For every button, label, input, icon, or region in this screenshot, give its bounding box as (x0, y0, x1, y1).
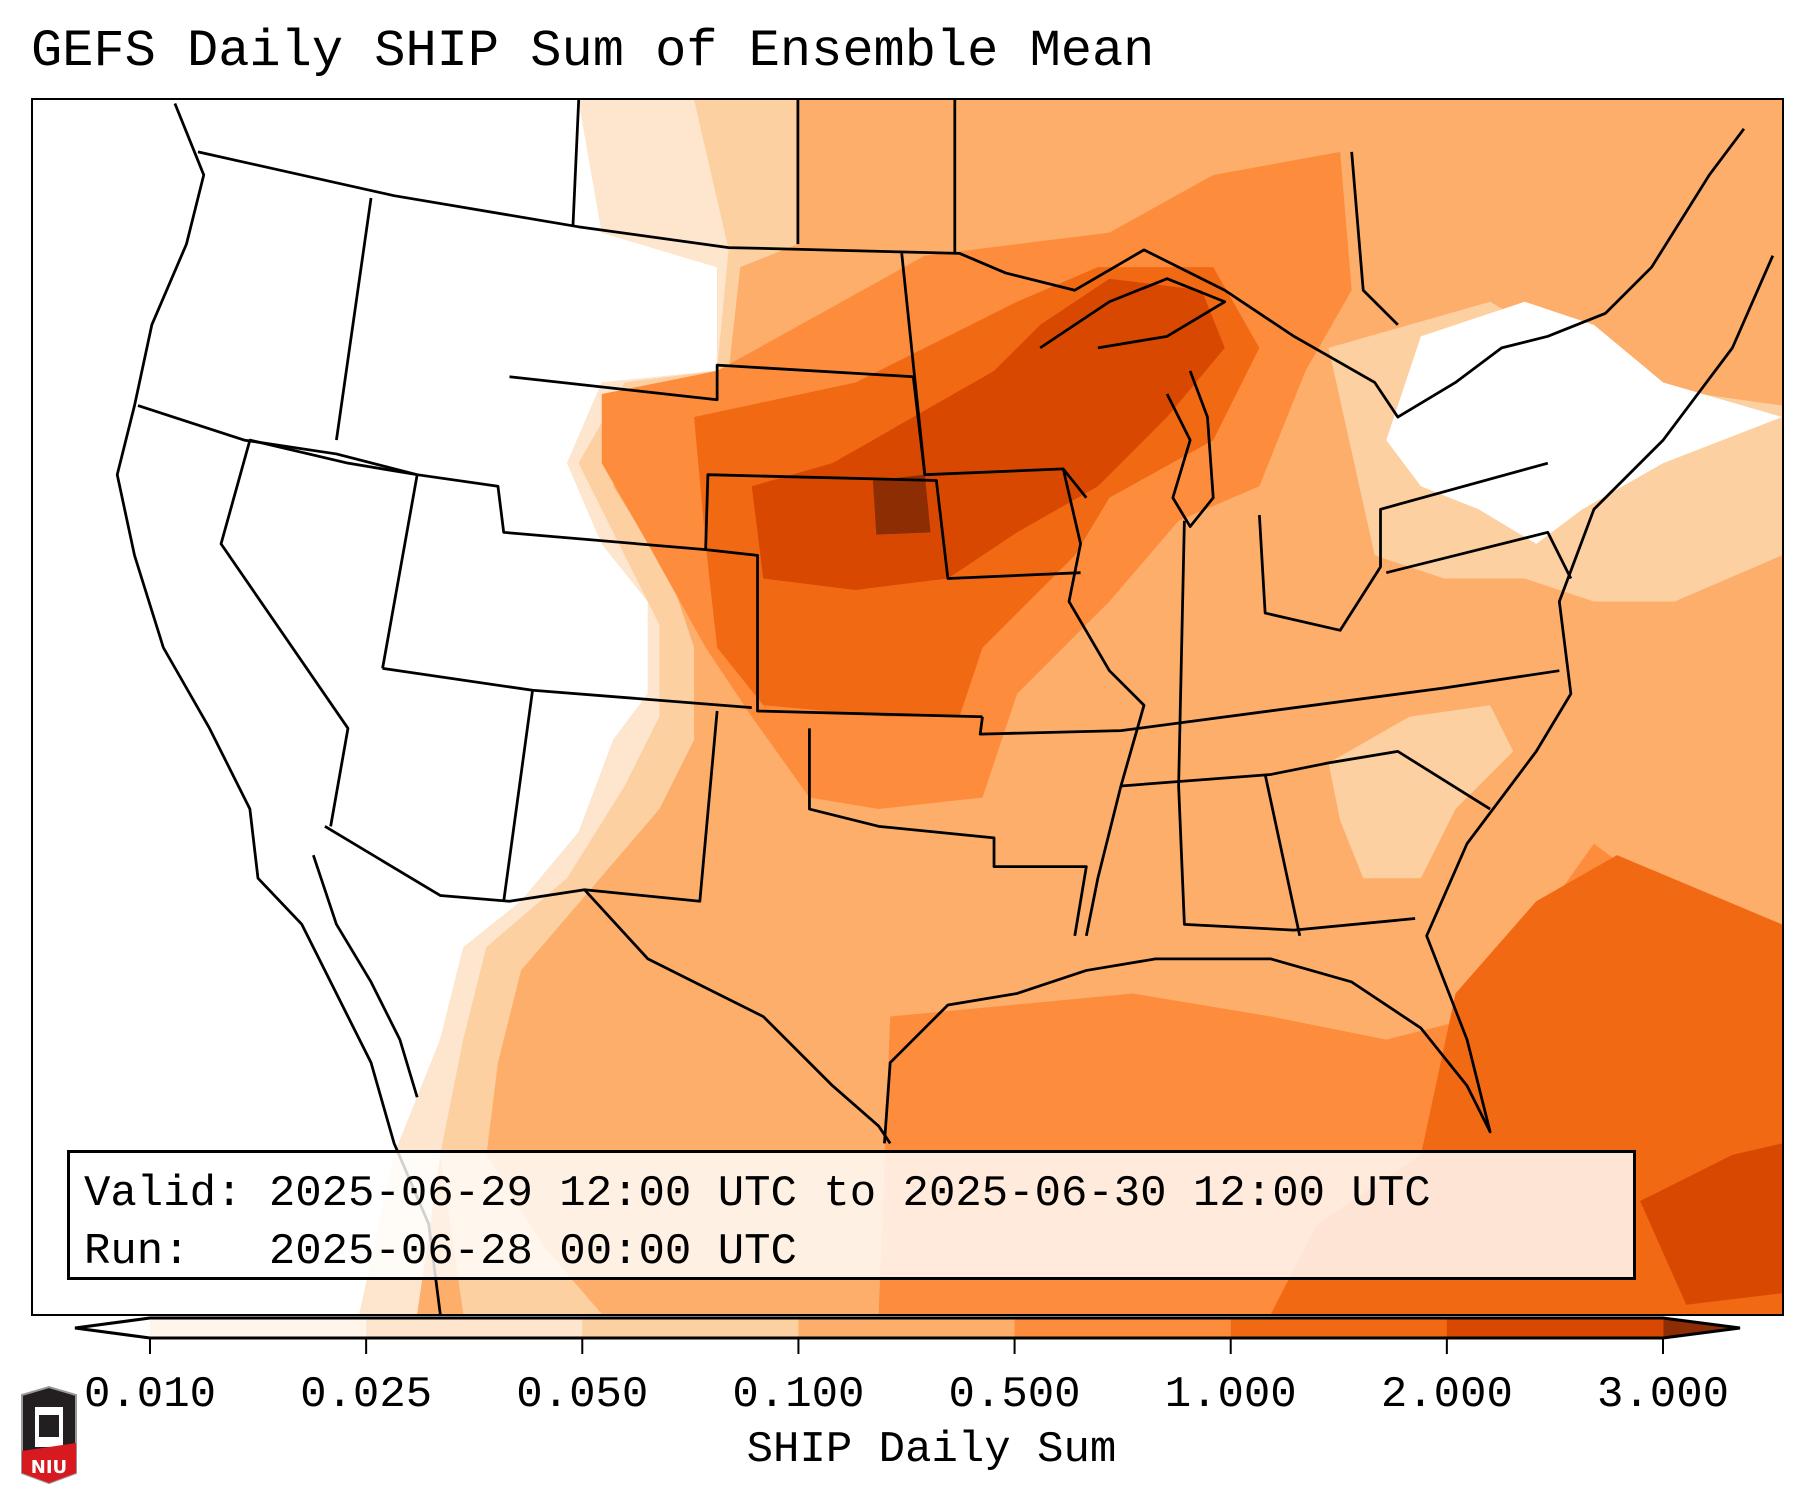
state-line-7 (584, 710, 719, 903)
map-title: GEFS Daily SHIP Sum of Ensemble Mean (31, 22, 1155, 81)
state-line-12 (1263, 774, 1302, 937)
state-line-13 (1257, 461, 1549, 632)
shade-northeast-white (1386, 301, 1782, 544)
shade-intense (751, 278, 1225, 590)
state-line-19 (900, 253, 927, 475)
valid-run-info-box: Valid: 2025-06-29 12:00 UTC to 2025-06-3… (67, 1150, 1636, 1280)
coastline-west (115, 102, 442, 1314)
boundaries (115, 100, 1775, 1314)
state-line-6 (502, 690, 534, 902)
state-line-20 (1350, 151, 1399, 326)
colorbar-under-extension (75, 1318, 150, 1338)
state-line-5 (219, 438, 419, 827)
ship-shading (33, 100, 1782, 1314)
coastline-baja (312, 854, 419, 1098)
map-panel (31, 98, 1784, 1316)
state-line-14 (1385, 530, 1573, 580)
colorbar: 0.010 0.025 0.050 0.100 0.500 1.000 2.000 3.000 (74, 1316, 1741, 1420)
lake-michigan (1165, 370, 1215, 528)
colorbar-segment (1014, 1318, 1232, 1338)
colorbar-segment (582, 1318, 799, 1338)
colorbar-label: SHIP Daily Sum (746, 1425, 1117, 1475)
colorbar-tick-label: 0.100 (732, 1370, 864, 1420)
coastline-gulf-east (883, 255, 1775, 1144)
state-line-16 (571, 100, 581, 227)
colorbar-tick-label: 0.500 (949, 1370, 1081, 1420)
state-line-15 (335, 197, 373, 441)
colorbar-segment (150, 1318, 367, 1338)
colorbar-over-extension (1663, 1318, 1740, 1338)
ship-field-map (33, 100, 1782, 1314)
state-line-1 (137, 404, 983, 719)
niu-logo-icon: NIU (21, 1385, 77, 1485)
river-mississippi (1061, 468, 1146, 937)
shade-carolinas-light (1328, 705, 1514, 879)
colorbar-segment (798, 1318, 1016, 1338)
border-canada (197, 127, 1746, 419)
state-line-2 (382, 667, 752, 709)
colorbar-segment (1446, 1318, 1664, 1338)
colorbar-tick-label: 0.025 (300, 1370, 432, 1420)
run-value: 2025-06-28 00:00 UTC (268, 1227, 797, 1277)
valid-value: 2025-06-29 12:00 UTC to 2025-06-30 12:00… (268, 1169, 1431, 1219)
shade-intense-caribbean (1640, 1143, 1782, 1305)
colorbar-tick-label: 1.000 (1165, 1370, 1297, 1420)
shade-white-west (33, 100, 718, 1314)
lake-superior (1039, 277, 1227, 350)
state-line-8 (808, 728, 1088, 937)
valid-label: Valid: (84, 1169, 243, 1219)
logo-text: NIU (31, 1457, 67, 1478)
colorbar-segment (366, 1318, 583, 1338)
state-line-10 (1120, 750, 1491, 811)
colorbar-tick-label: 0.010 (84, 1370, 216, 1420)
state-line-11 (1177, 520, 1416, 932)
colorbar-tick-label: 2.000 (1381, 1370, 1513, 1420)
run-label: Run: (84, 1227, 190, 1277)
colorbar-tick-label: 0.050 (516, 1370, 648, 1420)
state-line-9 (978, 669, 1560, 736)
shade-ocean-light (1570, 428, 1782, 602)
colorbar-tick-label: 3.000 (1597, 1370, 1729, 1420)
shade-light-1 (359, 100, 798, 1314)
shade-extreme (872, 474, 931, 535)
colorbar-segment (1230, 1318, 1448, 1338)
state-line-4 (704, 473, 1081, 580)
border-mexico (324, 825, 892, 1145)
